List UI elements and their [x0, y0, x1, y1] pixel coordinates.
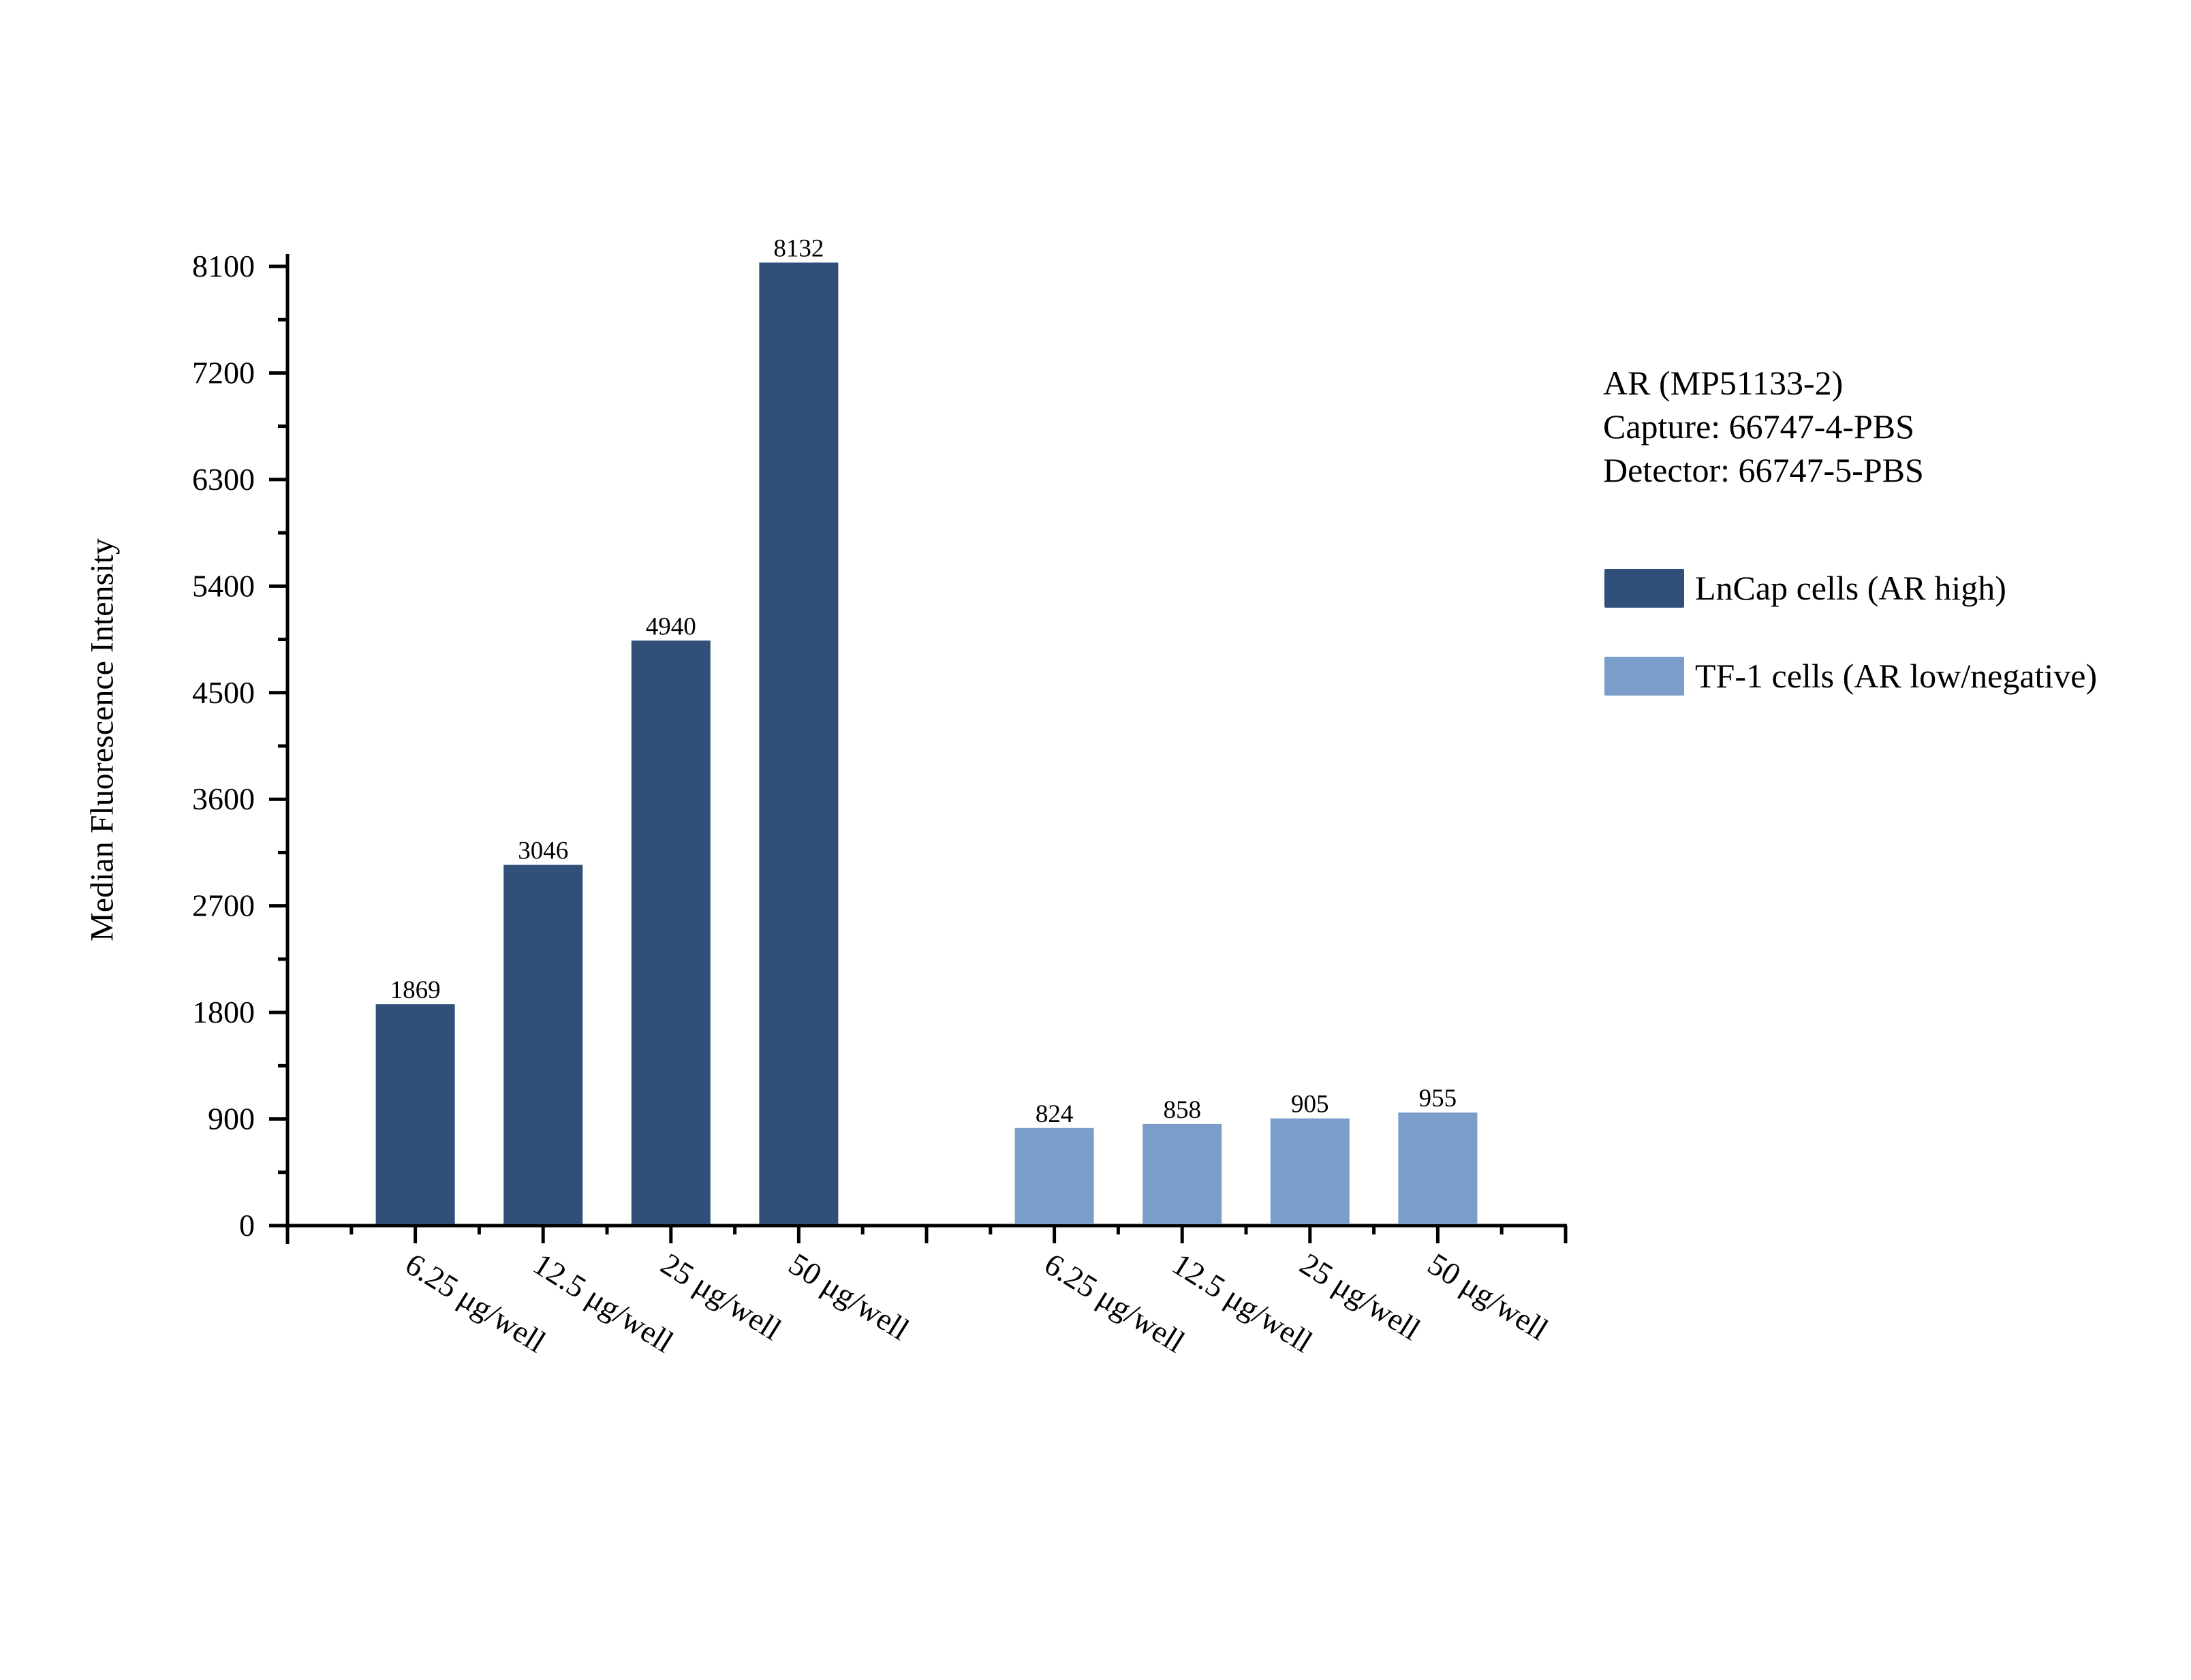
x-category-label: 50 μg/well [1422, 1246, 1554, 1347]
legend-antibody-line: AR (MP51133-2) [1603, 364, 1844, 402]
y-axis-title: Median Fluorescence Intensity [84, 538, 121, 942]
bar [759, 262, 839, 1225]
bar-value-label: 824 [1036, 1100, 1074, 1128]
x-category-label: 12.5 μg/well [1166, 1246, 1318, 1359]
x-category-label: 50 μg/well [783, 1246, 915, 1347]
bar-value-label: 1869 [390, 976, 441, 1004]
legend: AR (MP51133-2) Capture: 66747-4-PBS Dete… [1603, 361, 2097, 696]
x-category-label: 6.25 μg/well [399, 1246, 551, 1359]
y-tick-label: 1800 [192, 995, 255, 1029]
legend-detector-line: Detector: 66747-5-PBS [1603, 451, 1924, 489]
bar-value-label: 3046 [518, 837, 568, 865]
y-tick-label: 8100 [192, 249, 255, 283]
legend-label-lncap: LnCap cells (AR high) [1695, 569, 2006, 607]
legend-swatch-tf1 [1604, 657, 1684, 696]
legend-label-tf1: TF-1 cells (AR low/negative) [1695, 657, 2098, 695]
legend-swatch-lncap [1604, 569, 1684, 608]
y-tick-label: 6300 [192, 462, 255, 497]
x-category-label: 12.5 μg/well [527, 1246, 679, 1359]
bar [375, 1004, 455, 1224]
bar [1014, 1127, 1094, 1224]
bar-value-label: 905 [1291, 1091, 1329, 1119]
x-category-label: 6.25 μg/well [1038, 1246, 1190, 1359]
bar [503, 865, 583, 1224]
y-tick-label: 7200 [192, 355, 255, 390]
bar-value-label: 858 [1163, 1096, 1201, 1124]
y-tick-label: 3600 [192, 781, 255, 816]
y-tick-label: 4500 [192, 675, 255, 710]
bar [1270, 1118, 1350, 1224]
y-tick-label: 5400 [192, 568, 255, 603]
bar [1143, 1123, 1222, 1224]
bar [1398, 1112, 1478, 1224]
legend-capture-line: Capture: 66747-4-PBS [1603, 407, 1914, 446]
bar-value-label: 8132 [773, 234, 824, 262]
y-tick-label: 0 [239, 1208, 255, 1243]
bar-value-label: 955 [1419, 1085, 1457, 1113]
y-tick-label: 900 [208, 1102, 255, 1136]
y-tick-label: 2700 [192, 888, 255, 923]
bar-value-label: 4940 [646, 612, 696, 640]
bar [631, 640, 711, 1224]
